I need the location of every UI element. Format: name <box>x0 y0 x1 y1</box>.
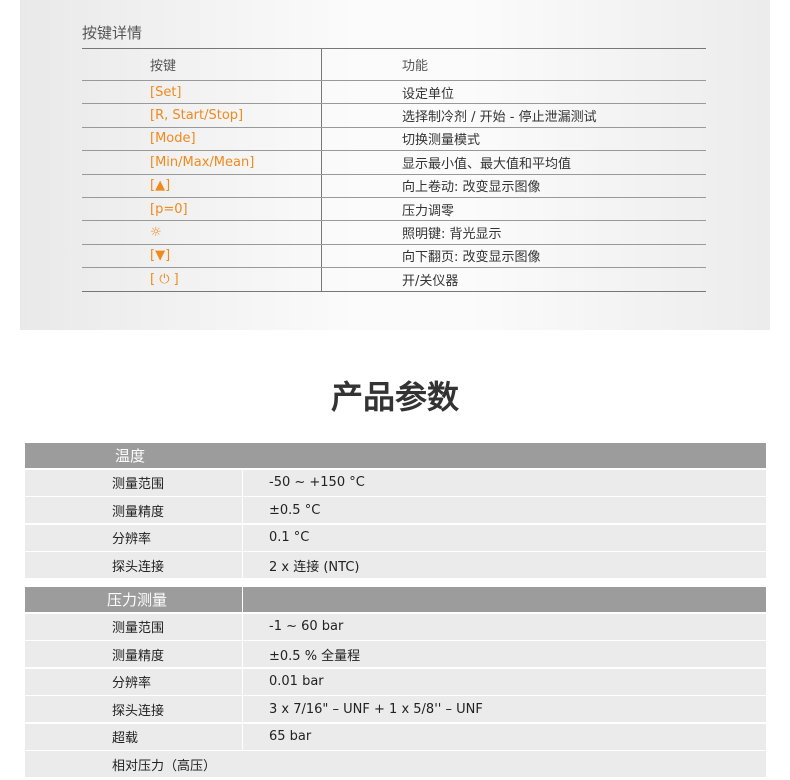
key-row: [Mode] 切换测量模式 <box>82 126 706 151</box>
param-row: 探头连接 2 x 连接 (NTC) <box>25 552 766 578</box>
param-value: -1 ~ 60 bar <box>269 619 344 634</box>
key-label: [ ⏻ ] <box>82 268 322 291</box>
key-label: [Mode] <box>82 127 322 151</box>
param-row: 分辨率 0.1 °C <box>25 524 766 551</box>
key-row: [R, Start/Stop] 选择制冷剂 / 开始 - 停止泄漏测试 <box>82 103 706 127</box>
param-value: 3 x 7/16" – UNF + 1 x 5/8'' – UNF <box>269 701 483 717</box>
pressure-header: 压力测量 <box>25 587 766 612</box>
key-function: 设定单位 <box>402 86 455 102</box>
key-function: 显示最小值、最大值和平均值 <box>402 156 572 172</box>
key-label: [▼] <box>82 244 322 268</box>
param-label: 测量精度 <box>25 497 243 523</box>
param-value: ±0.5 % 全量程 <box>269 648 361 664</box>
key-function: 照明键: 背光显示 <box>402 227 502 243</box>
params-title: 产品参数 <box>330 378 459 416</box>
param-value: -50 ~ +150 °C <box>269 475 365 490</box>
pressure-header-label: 压力测量 <box>25 587 243 612</box>
key-function: 选择制冷剂 / 开始 - 停止泄漏测试 <box>402 110 597 126</box>
param-row: 测量范围 -50 ~ +150 °C <box>25 469 766 496</box>
param-value: 0.1 °C <box>269 530 310 545</box>
key-row: [Set] 设定单位 <box>82 80 706 104</box>
param-label: 分辨率 <box>25 524 243 551</box>
temperature-header-label: 温度 <box>115 447 146 465</box>
key-label: ☼ <box>82 221 322 244</box>
param-row: 分辨率 0.01 bar <box>25 668 766 695</box>
param-value: 2 x 连接 (NTC) <box>269 559 360 575</box>
key-details-table: 按键 功能 [Set] 设定单位 [R, Start/Stop] 选择制冷剂 / 开始… <box>82 48 706 292</box>
key-function: 向上卷动: 改变显示图像 <box>402 180 541 196</box>
key-details-panel: 按键详情 按键 功能 [Set] 设定单位 [R, Start/Stop] 选择制冷剂… <box>20 0 770 330</box>
key-function: 向下翻页: 改变显示图像 <box>402 250 541 266</box>
temperature-table: 温度 测量范围 -50 ~ +150 °C 测量精度 ±0.5 °C 分辨率 0.1 °C… <box>25 443 766 578</box>
key-label: [R, Start/Stop] <box>82 104 322 127</box>
param-label: 测量范围 <box>25 613 243 640</box>
param-label: 分辨率 <box>25 668 243 695</box>
param-value: ±0.5 °C <box>269 502 321 518</box>
param-row: 相对压力（高压） <box>25 751 766 777</box>
param-row: 超载 65 bar <box>25 723 766 750</box>
param-row: 探头连接 3 x 7/16" – UNF + 1 x 5/8'' – UNF <box>25 696 766 722</box>
param-label: 探头连接 <box>25 696 243 722</box>
pressure-table: 压力测量 测量范围 -1 ~ 60 bar 测量精度 ±0.5 % 全量程分辨率 0.0… <box>25 587 766 777</box>
param-label: 超载 <box>25 723 243 750</box>
key-row: ☼ 照明键: 背光显示 <box>82 220 706 244</box>
key-row: [p=0] 压力调零 <box>82 196 706 221</box>
key-function: 切换测量模式 <box>402 133 481 149</box>
key-row: [ ⏻ ] 开/关仪器 <box>82 267 706 291</box>
param-row: 测量精度 ±0.5 °C <box>25 497 766 523</box>
header-key: 按键 <box>82 49 322 80</box>
table-header: 按键 功能 <box>82 49 706 80</box>
param-value: 65 bar <box>269 729 312 744</box>
key-function: 开/关仪器 <box>402 273 459 289</box>
key-label: [Set] <box>82 81 322 104</box>
param-label: 探头连接 <box>25 552 243 578</box>
key-row: [▲] 向上卷动: 改变显示图像 <box>82 173 706 197</box>
param-label: 测量精度 <box>25 641 243 667</box>
key-row: [Min/Max/Mean] 显示最小值、最大值和平均值 <box>82 150 706 174</box>
key-function: 压力调零 <box>402 203 455 219</box>
param-row: 测量范围 -1 ~ 60 bar <box>25 613 766 640</box>
temperature-header: 温度 <box>25 443 766 468</box>
key-row: [▼] 向下翻页: 改变显示图像 <box>82 243 706 268</box>
header-function: 功能 <box>402 59 429 74</box>
param-value: 0.01 bar <box>269 674 324 689</box>
param-row: 测量精度 ±0.5 % 全量程 <box>25 641 766 667</box>
key-label: [p=0] <box>82 197 322 221</box>
param-label: 测量范围 <box>25 469 243 496</box>
param-label: 相对压力（高压） <box>112 758 217 774</box>
key-label: [▲] <box>82 174 322 197</box>
key-label: [Min/Max/Mean] <box>82 151 322 174</box>
key-details-title: 按键详情 <box>82 24 143 42</box>
